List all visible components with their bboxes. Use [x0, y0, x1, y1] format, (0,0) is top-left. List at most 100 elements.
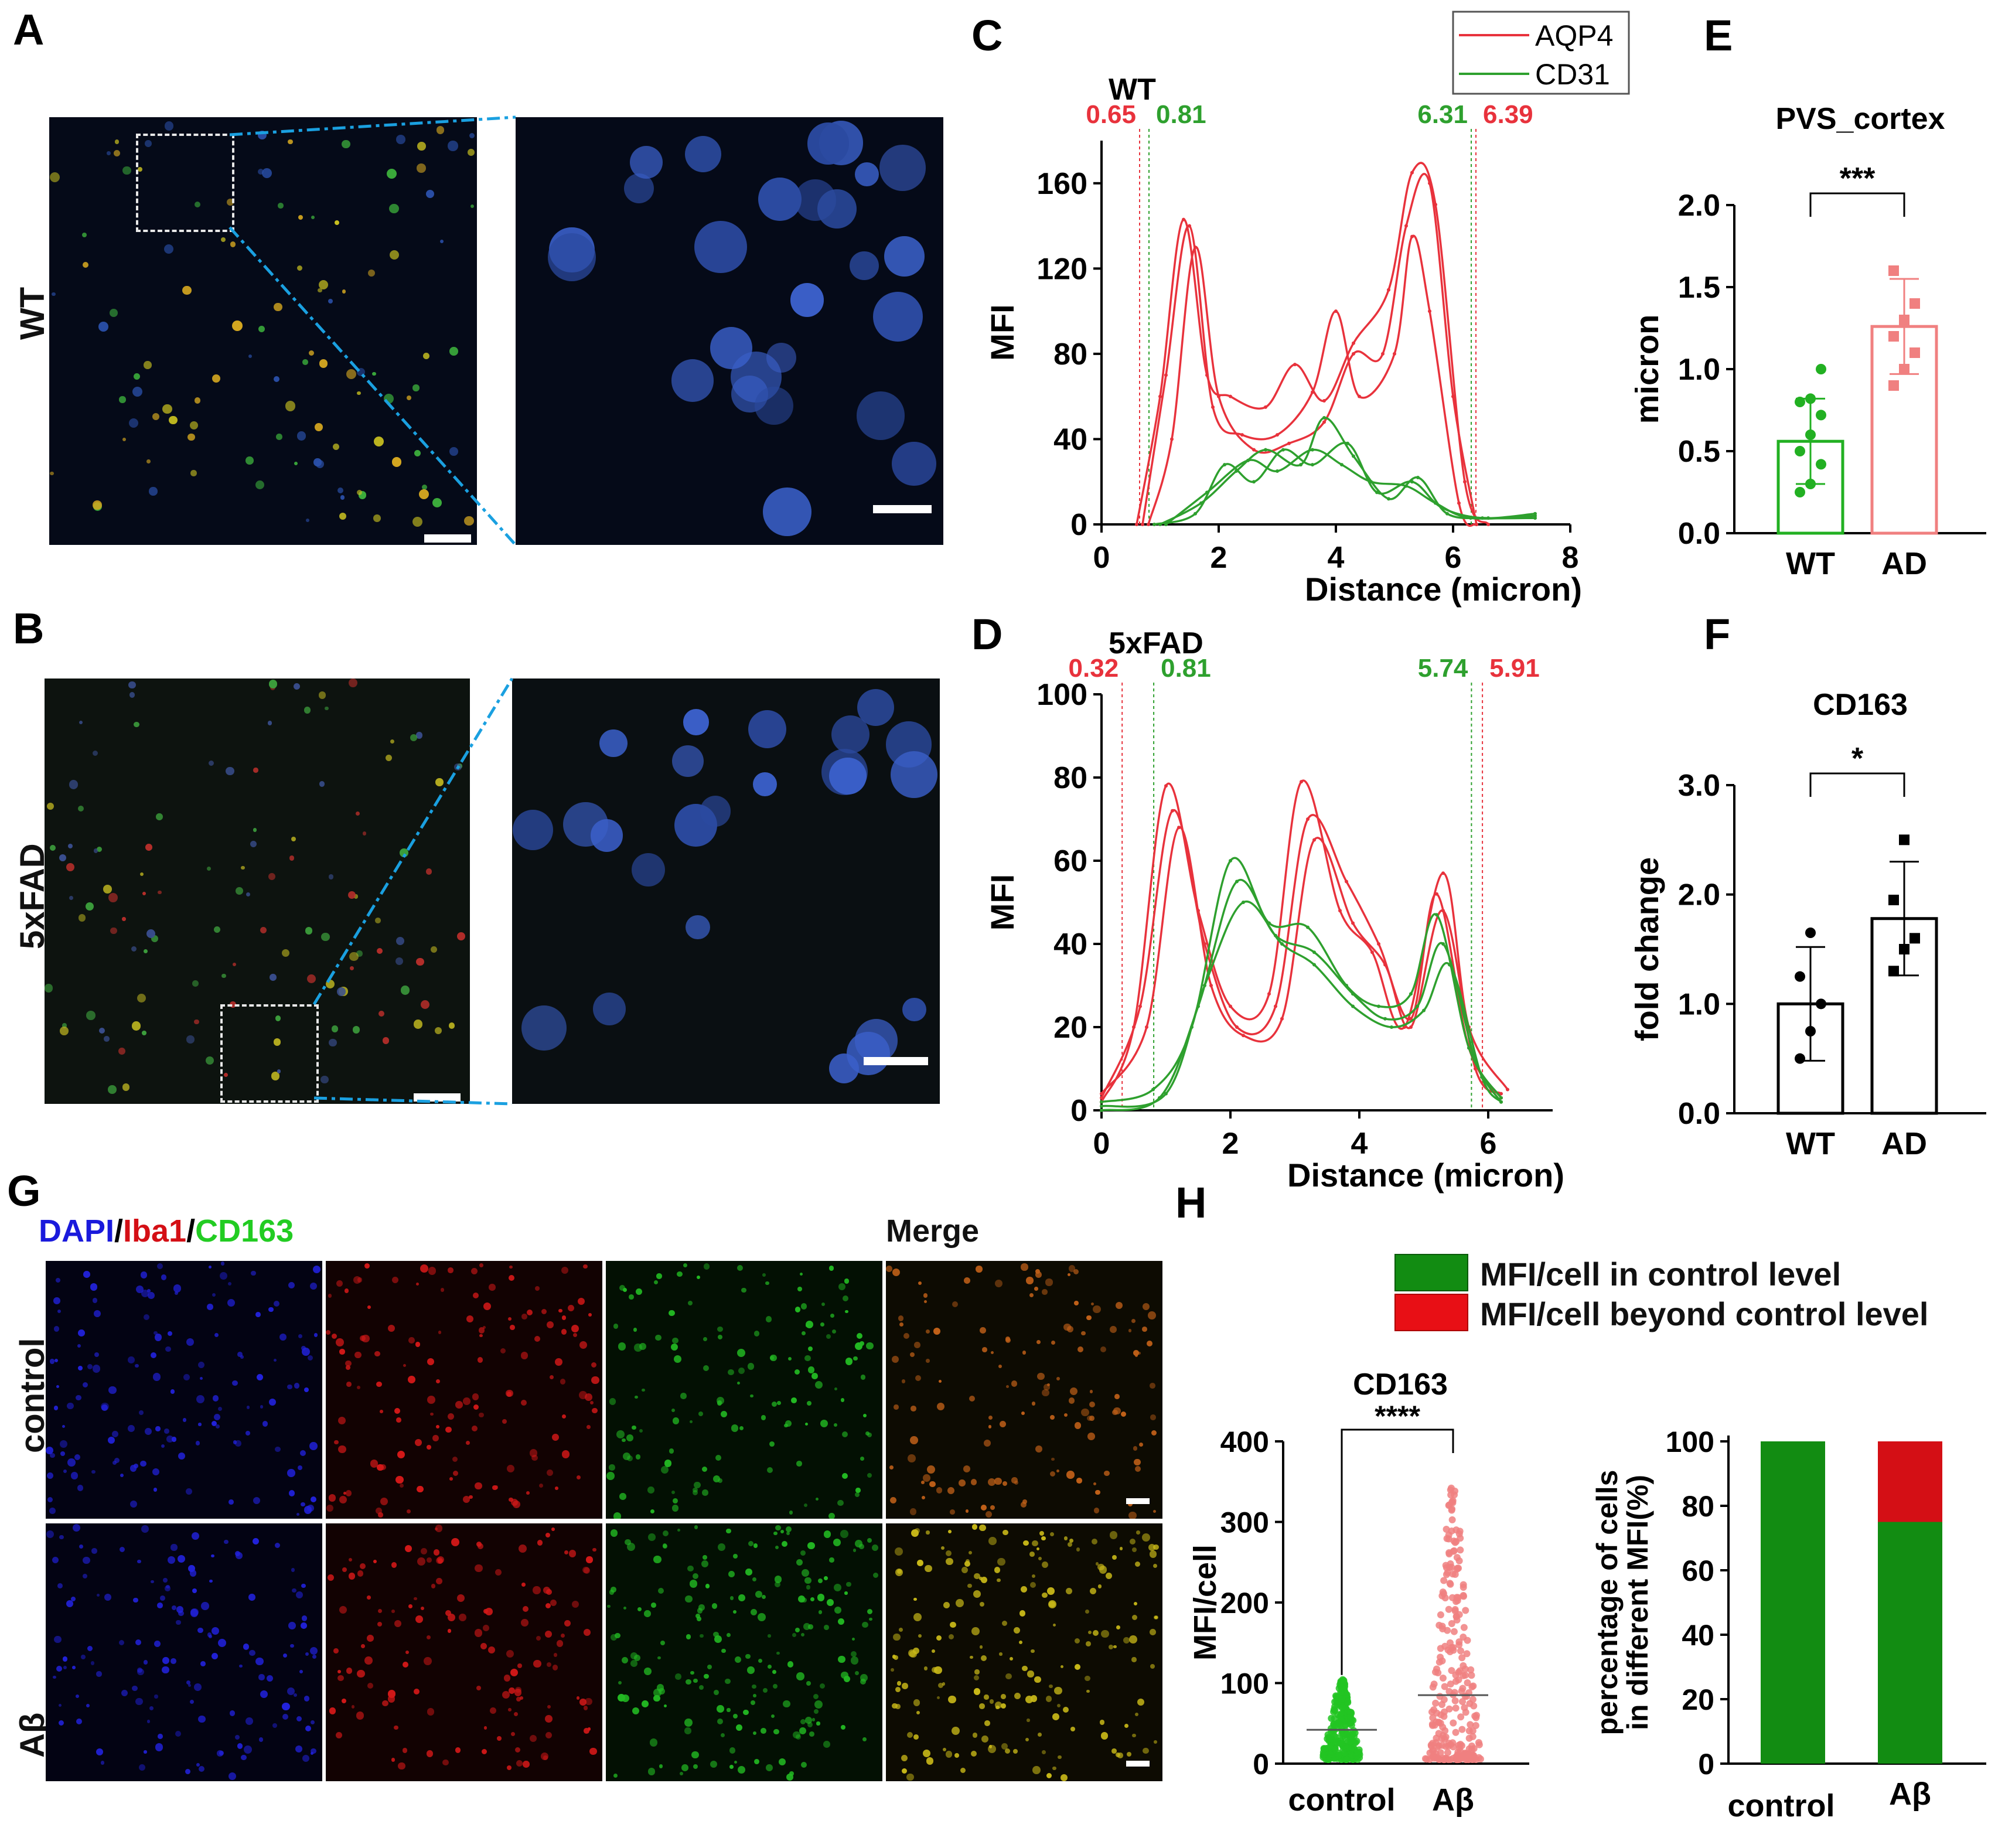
cell-mark	[456, 932, 465, 941]
data-point	[1410, 171, 1414, 175]
cell-mark	[990, 1505, 995, 1511]
cell-mark	[609, 1590, 614, 1595]
cell-mark	[166, 1435, 173, 1443]
cell-mark	[162, 404, 172, 414]
cell-mark	[700, 796, 731, 827]
cell-mark	[405, 1544, 412, 1552]
cell-mark	[697, 1617, 701, 1621]
cell-mark	[293, 1693, 297, 1697]
cell-mark	[59, 1440, 68, 1448]
cell-mark	[974, 1669, 980, 1675]
cell-mark	[479, 1263, 483, 1267]
cell-mark	[406, 1509, 411, 1514]
data-point	[1203, 984, 1206, 987]
cell-mark	[539, 1484, 544, 1488]
cell-mark	[472, 1393, 479, 1401]
cell-mark	[278, 203, 284, 209]
data-point	[1899, 364, 1909, 374]
cell-mark	[903, 1332, 910, 1339]
zoom-connectors	[229, 115, 517, 1106]
cell-mark	[896, 1680, 902, 1686]
cell-mark	[807, 1366, 815, 1373]
cell-mark	[190, 1609, 199, 1617]
fluorescence-image	[326, 1523, 602, 1781]
legend-swatch-green	[1394, 1254, 1468, 1291]
cell-mark	[691, 1751, 699, 1759]
cell-mark	[1133, 1349, 1139, 1356]
cell-mark	[1081, 1331, 1086, 1336]
cell-mark	[282, 1653, 287, 1658]
cell-mark	[690, 1670, 694, 1675]
cell-mark	[131, 1021, 141, 1031]
zoom-box	[136, 134, 234, 232]
cell-mark	[610, 1634, 618, 1641]
cell-mark	[541, 1308, 547, 1315]
cell-mark	[1031, 1649, 1035, 1653]
cell-mark	[982, 1347, 987, 1352]
cell-mark	[391, 1758, 395, 1762]
cell-mark	[1075, 1638, 1080, 1644]
data-point	[1342, 1734, 1349, 1742]
cell-mark	[609, 1398, 616, 1405]
cell-mark	[926, 1757, 934, 1765]
data-point	[1467, 1721, 1474, 1728]
cell-mark	[677, 1271, 683, 1277]
cell-mark	[771, 1714, 775, 1719]
cell-mark	[1022, 1351, 1027, 1355]
cell-mark	[438, 1331, 442, 1334]
significance-label: *	[1851, 742, 1864, 776]
cell-mark	[754, 386, 793, 425]
cell-mark	[510, 1325, 515, 1330]
cell-mark	[407, 395, 412, 401]
cell-mark	[823, 1530, 831, 1538]
cell-mark	[239, 1664, 243, 1668]
cell-mark	[370, 1460, 379, 1468]
cell-mark	[318, 288, 322, 292]
cell-mark	[258, 1737, 264, 1742]
cell-mark	[1137, 1351, 1141, 1355]
cell-mark	[408, 1376, 415, 1383]
data-point	[1533, 514, 1537, 518]
cell-mark	[295, 1745, 303, 1753]
y-tick-label: 2.0	[1678, 189, 1720, 223]
cell-mark	[315, 422, 323, 431]
data-point	[1332, 1722, 1339, 1730]
cell-mark	[248, 1593, 256, 1601]
cell-mark	[734, 1761, 738, 1764]
cell-mark	[192, 1588, 197, 1594]
cell-mark	[950, 1622, 956, 1628]
cell-mark	[990, 1351, 994, 1355]
data-point	[1452, 1728, 1460, 1736]
panel-letter-f: F	[1704, 610, 1731, 659]
cell-mark	[913, 1648, 919, 1654]
cell-mark	[148, 1292, 155, 1300]
cell-mark	[547, 1321, 554, 1329]
cell-mark	[1035, 1271, 1042, 1278]
cell-mark	[209, 1634, 213, 1638]
cell-mark	[128, 418, 139, 428]
cell-mark	[1034, 1676, 1041, 1683]
cell-mark	[582, 1566, 589, 1574]
cell-mark	[448, 1022, 455, 1029]
cell-mark	[971, 1627, 980, 1636]
cell-mark	[997, 1578, 1001, 1583]
cell-mark	[694, 1481, 701, 1488]
x-tick-label: 0	[1093, 541, 1110, 575]
cell-mark	[879, 145, 926, 191]
cell-mark	[268, 872, 276, 880]
cell-mark	[814, 1700, 823, 1709]
y-tick-label: 0.0	[1678, 517, 1720, 551]
cell-mark	[766, 343, 796, 373]
cell-mark	[66, 863, 75, 872]
data-point	[1370, 950, 1374, 954]
cell-mark	[921, 1495, 925, 1499]
cell-mark	[237, 1351, 243, 1357]
cell-mark	[189, 421, 199, 430]
cell-mark	[144, 1660, 148, 1665]
data-point	[1469, 1727, 1477, 1735]
fluorescence-image	[46, 1261, 322, 1519]
cell-mark	[157, 1602, 163, 1608]
cell-mark	[455, 1747, 461, 1753]
data-point	[1452, 1704, 1460, 1712]
